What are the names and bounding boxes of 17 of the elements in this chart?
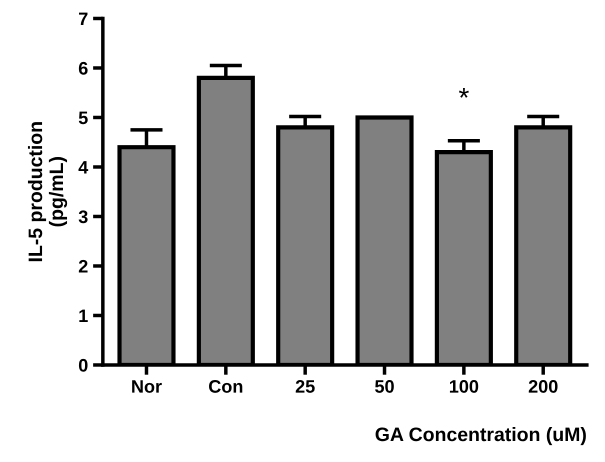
x-axis-title: GA Concentration (uM) bbox=[376, 426, 586, 446]
y-tick-label: 3 bbox=[78, 210, 88, 224]
y-tick-label: 6 bbox=[78, 62, 88, 75]
x-tick-label: Con bbox=[209, 380, 242, 393]
x-tick-label: 100 bbox=[450, 380, 478, 393]
x-tick-label: 200 bbox=[528, 380, 558, 393]
y-tick-label: 1 bbox=[79, 310, 88, 322]
y-axis-title: IL-5 production (pg/mL) bbox=[28, 122, 68, 262]
y-tick-label: 0 bbox=[78, 358, 88, 372]
annotation: * bbox=[458, 88, 469, 98]
x-tick-label: Nor bbox=[132, 380, 162, 393]
y-tick-label: 5 bbox=[78, 112, 88, 124]
x-tick-label: 25 bbox=[296, 380, 315, 393]
x-tick-label: 50 bbox=[375, 380, 394, 393]
y-tick-label: 2 bbox=[78, 260, 88, 273]
y-tick-label: 7 bbox=[79, 12, 88, 26]
y-tick-label: 4 bbox=[78, 161, 88, 174]
